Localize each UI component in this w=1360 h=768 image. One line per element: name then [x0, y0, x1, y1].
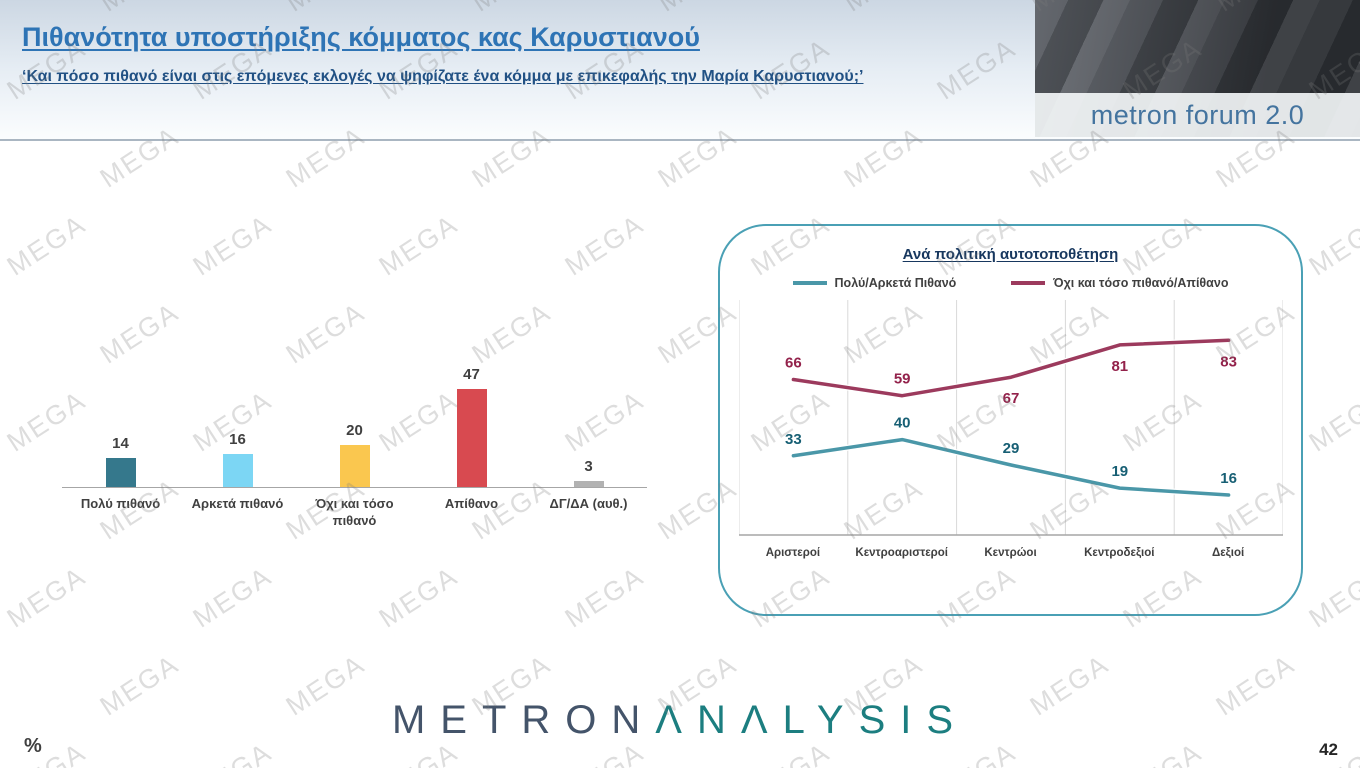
logo-text: metron forum 2.0: [1090, 99, 1305, 130]
line-chart-category-axis: Αριστεροί Κεντροαριστεροί Κεντρώοι Κεντροδε…: [739, 547, 1283, 559]
line-category-label: Κεντροδεξιοί: [1084, 547, 1155, 559]
bar-category-label: Απίθανο: [444, 496, 499, 511]
bar-category-label: ΔΓ/ΔΑ (αυθ.): [549, 496, 628, 511]
bar-value-label: 47: [463, 366, 480, 384]
bar-value-label: 20: [346, 422, 363, 440]
bar-value-label: 14: [112, 434, 129, 452]
bar-chart: 14 16 20 47 3 Πολύ πιθανό Αρκετά πιθανό Όχι κα…: [62, 350, 647, 530]
bar: [456, 389, 487, 487]
watermark-text: MEGA: [1303, 560, 1360, 634]
bar-column: 14: [62, 435, 179, 487]
breakdown-panel: Ανά πολιτική αυτοτοποθέτηση Πολύ/Αρκετά …: [718, 224, 1303, 616]
data-point-label: 19: [1111, 463, 1128, 480]
header: Πιθανότητα υποστήριξης κόμματος κας Καρυ…: [0, 0, 1360, 141]
page-number: 42: [1319, 740, 1338, 759]
watermark-text: MEGA: [373, 208, 464, 282]
series-line: [791, 437, 1230, 497]
watermark-text: MEGA: [559, 208, 650, 282]
data-point-label: 33: [785, 431, 802, 448]
logo-text-band: metron forum 2.0: [1035, 93, 1360, 137]
percent-unit-label: %: [24, 735, 42, 757]
watermark-text: MEGA: [1303, 208, 1360, 282]
series-line-casing: [789, 337, 1232, 399]
bar-column: 3: [530, 458, 647, 487]
bar-chart-plot-area: 14 16 20 47 3: [62, 350, 647, 488]
bar-category-label: Πολύ πιθανό: [80, 496, 161, 511]
metron-forum-logo: metron forum 2.0: [1035, 0, 1360, 137]
bar-column: 47: [413, 366, 530, 487]
legend-item: Πολύ/Αρκετά Πιθανό: [792, 276, 957, 290]
bar-column: 16: [179, 431, 296, 487]
line-category-label: Κεντροαριστεροί: [855, 547, 948, 559]
bar: [339, 445, 370, 487]
bar: [573, 480, 604, 487]
data-point-label: 83: [1220, 353, 1237, 370]
watermark-text: MEGA: [1, 208, 92, 282]
line-chart-legend: Πολύ/Αρκετά Πιθανό Όχι και τόσο πιθανό/Απ…: [720, 276, 1301, 290]
page-subtitle: ‘Και πόσο πιθανό είναι στις επόμενες εκλ…: [22, 68, 864, 85]
data-point-label: 67: [1002, 390, 1019, 407]
page-title: Πιθανότητα υποστήριξης κόμματος κας Καρυ…: [22, 22, 700, 52]
data-point-label: 66: [785, 355, 802, 372]
watermark-text: MEGA: [187, 560, 278, 634]
line-chart: 33 40 29 19 16 66 59 67 81 83: [738, 300, 1283, 536]
panel-title: Ανά πολιτική αυτοτοποθέτηση: [902, 246, 1119, 263]
data-point-label: 40: [893, 415, 910, 432]
data-point-label: 59: [893, 371, 910, 388]
bar-value-label: 16: [229, 430, 246, 448]
line-category-label: Κεντρώοι: [984, 547, 1037, 559]
watermark-text: MEGA: [559, 560, 650, 634]
watermark-text: MEGA: [373, 560, 464, 634]
data-point-label: 16: [1220, 470, 1237, 487]
legend-label: Πολύ/Αρκετά Πιθανό: [834, 276, 957, 290]
series-line: [791, 338, 1230, 398]
bar: [105, 457, 136, 487]
bar-category-label: Όχι και τόσο πιθανό: [315, 496, 394, 528]
bar-value-label: 3: [584, 457, 593, 475]
bar-column: 20: [296, 422, 413, 487]
metron-analysis-logo: METRONΛNΛLYSIS: [0, 698, 1360, 743]
watermark-text: MEGA: [187, 208, 278, 282]
watermark-text: MEGA: [1303, 384, 1360, 458]
legend-label: Όχι και τόσο πιθανό/Απίθανο: [1053, 276, 1229, 290]
bar-category-label: Αρκετά πιθανό: [191, 496, 284, 511]
legend-line-swatch: [792, 281, 827, 285]
watermark-text: MEGA: [1, 560, 92, 634]
data-point-label: 29: [1002, 440, 1019, 457]
line-category-label: Δεξιοί: [1211, 547, 1245, 559]
line-category-label: Αριστεροί: [765, 547, 821, 559]
legend-line-swatch: [1011, 281, 1046, 285]
brand-metron: METRON: [391, 698, 656, 742]
brand-analysis: ΛNΛLYSIS: [655, 698, 969, 742]
legend-item: Όχι και τόσο πιθανό/Απίθανο: [1011, 276, 1228, 290]
data-point-label: 81: [1111, 358, 1128, 375]
bar: [222, 453, 253, 487]
bar-chart-category-axis: Πολύ πιθανό Αρκετά πιθανό Όχι και τόσο πιθ…: [62, 488, 647, 530]
